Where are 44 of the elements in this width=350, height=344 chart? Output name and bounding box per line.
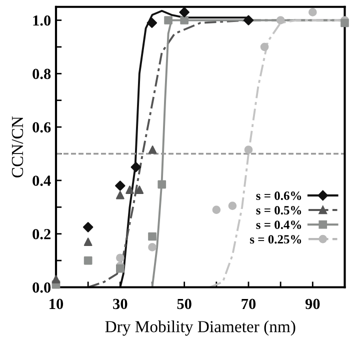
- x-tick-label: 50: [177, 298, 192, 310]
- point: [52, 275, 60, 284]
- point: [308, 8, 317, 16]
- x-tick-label: 70: [242, 298, 256, 310]
- y-axis-title: CCN/CN: [12, 116, 24, 178]
- y-tick-label: 0.0: [32, 282, 51, 293]
- point: [276, 16, 285, 24]
- legend-label: s = 0.5%: [256, 206, 302, 215]
- y-tick-label: 0.6: [32, 122, 51, 133]
- legend-label: s = 0.4%: [256, 220, 302, 230]
- point: [148, 232, 156, 241]
- point: [243, 15, 254, 26]
- point: [116, 254, 124, 262]
- legend-label: s = 0.6%: [256, 192, 302, 200]
- point: [180, 16, 188, 24]
- point: [179, 7, 190, 18]
- point: [135, 186, 144, 194]
- point: [82, 222, 94, 232]
- y-tick-label: 0.4: [32, 176, 51, 186]
- x-axis-title: Dry Mobility Diameter (nm): [105, 320, 296, 336]
- point: [260, 42, 269, 52]
- point: [148, 243, 156, 252]
- y-tick-label: 0.2: [32, 228, 50, 240]
- point: [130, 162, 141, 172]
- point: [146, 18, 158, 28]
- legend-label: s = 0.25%: [250, 235, 302, 244]
- y-tick-label: 1.0: [33, 15, 51, 26]
- point: [158, 180, 166, 189]
- x-tick-label: 30: [113, 298, 128, 310]
- point: [116, 264, 124, 273]
- point: [164, 16, 172, 24]
- point: [228, 202, 237, 210]
- point: [212, 206, 221, 214]
- point: [116, 190, 124, 200]
- point: [115, 180, 126, 191]
- point: [148, 146, 157, 154]
- point: [84, 256, 92, 265]
- x-tick-label: 10: [50, 298, 64, 310]
- point: [340, 18, 349, 28]
- x-tick-label: 90: [305, 298, 320, 310]
- y-tick-label: 0.8: [32, 68, 51, 80]
- point: [84, 238, 92, 246]
- point: [126, 186, 134, 194]
- point: [244, 146, 253, 154]
